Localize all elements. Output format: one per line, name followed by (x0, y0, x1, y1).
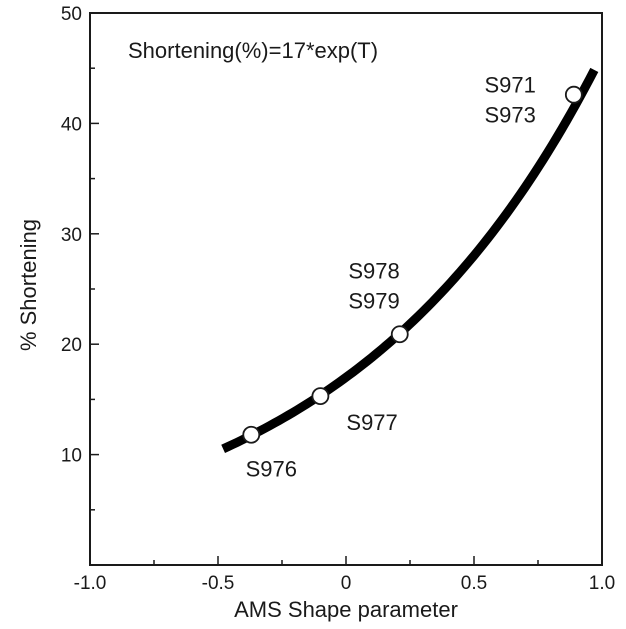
point-label: S977 (346, 410, 397, 435)
x-tick-label: -1.0 (74, 573, 107, 594)
x-tick-label: 0.5 (461, 573, 487, 594)
y-tick-label: 40 (61, 114, 82, 135)
point-label: S971 (484, 73, 535, 98)
y-tick-label: 30 (61, 225, 82, 246)
data-points (242, 85, 583, 444)
point-label: S979 (348, 288, 399, 313)
y-tick-label: 20 (61, 335, 82, 356)
data-point (390, 325, 409, 344)
x-axis-label: AMS Shape parameter (234, 597, 458, 622)
point-labels: S976 S977 S978 S979 S971 S973 (246, 73, 536, 482)
data-point (564, 85, 583, 104)
point-label: S978 (348, 258, 399, 283)
data-point (242, 425, 261, 444)
point-label: S973 (484, 103, 535, 128)
x-tick-label: -0.5 (202, 573, 235, 594)
ticks: -1.0 -0.5 0 0.5 1.0 10 20 30 40 50 (61, 4, 615, 594)
equation-annotation: Shortening(%)=17*exp(T) (128, 38, 378, 63)
point-label: S976 (246, 457, 297, 482)
y-tick-label: 50 (61, 4, 82, 25)
x-tick-label: 0 (341, 573, 352, 594)
x-tick-label: 1.0 (589, 573, 615, 594)
y-tick-label: 10 (61, 446, 82, 467)
y-axis-label: % Shortening (16, 219, 41, 351)
data-point (311, 387, 330, 405)
fit-curve-group (221, 67, 599, 453)
fit-curve (221, 67, 599, 453)
